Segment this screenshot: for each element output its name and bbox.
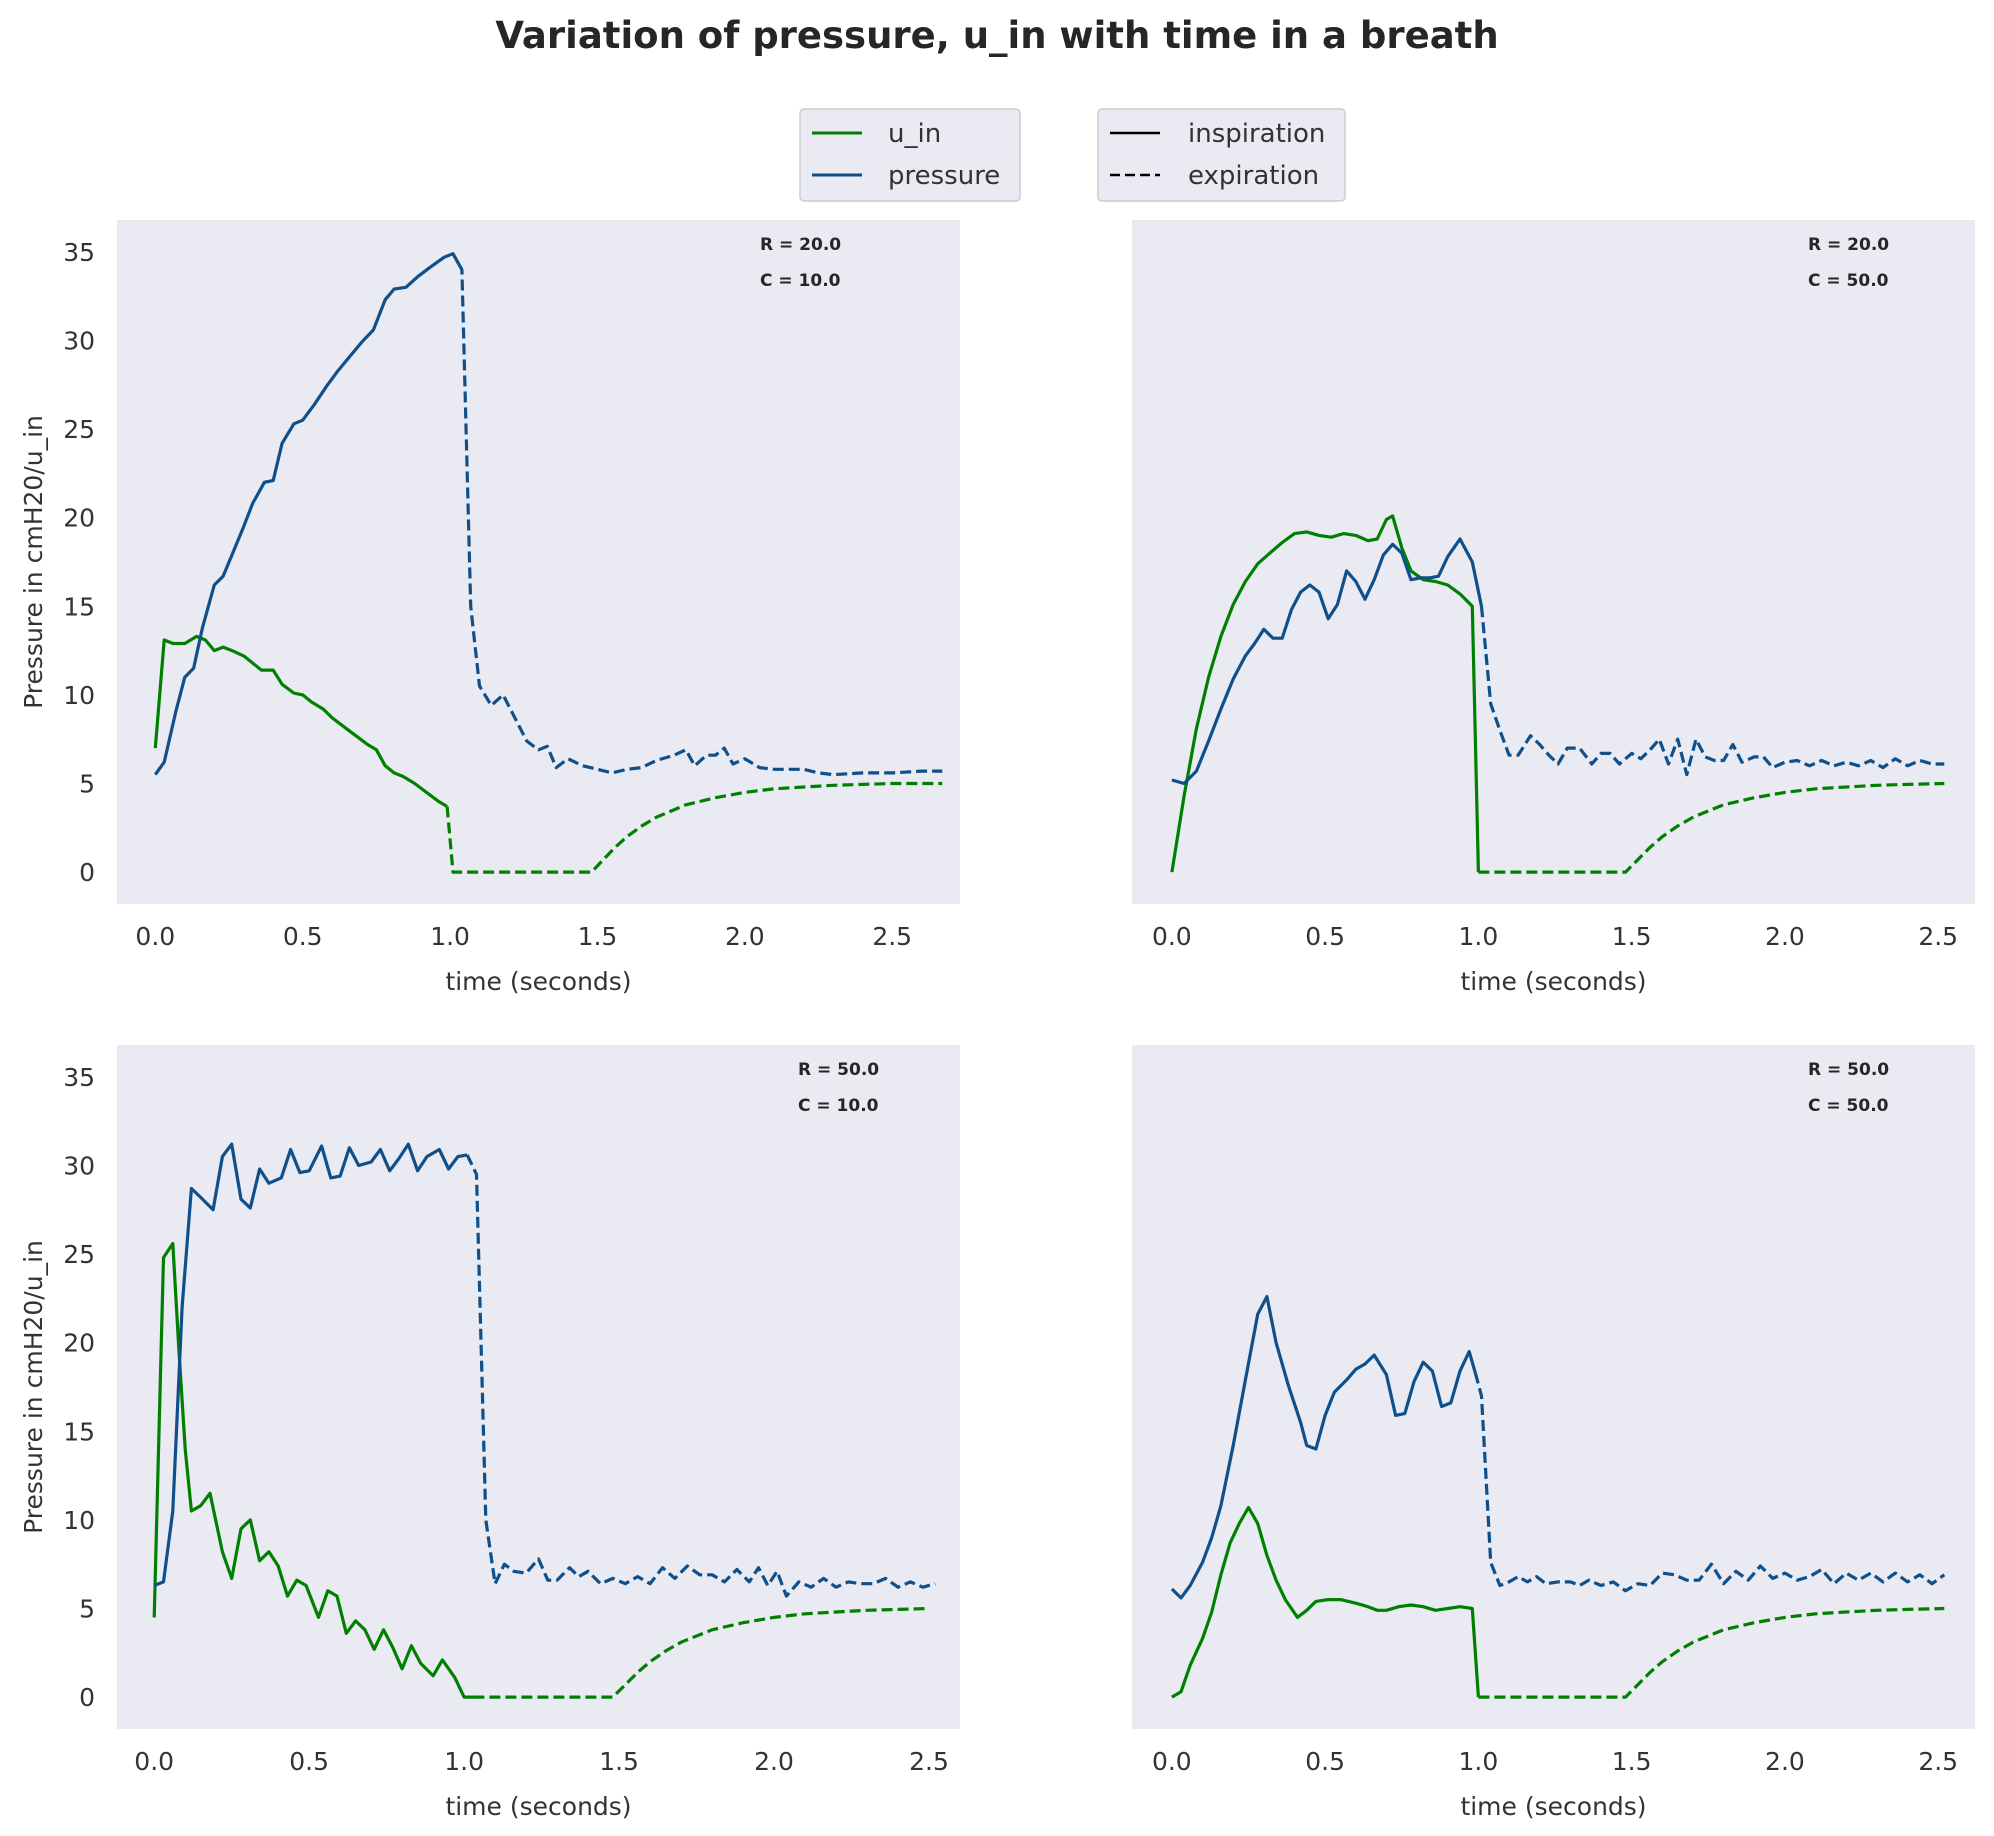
series-pressure-inspiration	[154, 252, 461, 776]
y-tick-label: 5	[79, 770, 95, 799]
y-tick-label: 15	[63, 1417, 95, 1446]
y-tick-label: 35	[63, 1063, 95, 1092]
y-tick-label: 30	[63, 326, 95, 355]
subplot-1: 0.0 0.5 1.0 1.5 2.0 2.5 0 5 10 15 20 25 30 35 time (se…	[19, 220, 960, 996]
y-tick-label: 20	[63, 504, 95, 533]
annotation-c: C = 50.0	[1808, 271, 1889, 291]
x-tick-label: 2.5	[909, 1747, 949, 1776]
x-tick-label: 0.5	[1305, 922, 1345, 951]
legend-phase: inspiration expiration	[1097, 108, 1346, 202]
legend-series: u_in pressure	[799, 108, 1021, 202]
x-tick-label: 0.0	[1152, 922, 1192, 951]
x-tick-label: 2.0	[1765, 1747, 1805, 1776]
subplot-4: 0.0 0.5 1.0 1.5 2.0 2.5 time (seconds) R = 50.0…	[1132, 1045, 1975, 1821]
y-tick-label: 15	[63, 592, 95, 621]
x-tick-label: 1.5	[1612, 922, 1652, 951]
legend-label-expiration: expiration	[1188, 161, 1319, 191]
y-tick-label: 10	[63, 1506, 95, 1535]
plot-area	[117, 1045, 960, 1729]
x-tick-label: 0.0	[134, 1747, 174, 1776]
series-pressure-inspiration	[1170, 1295, 1477, 1600]
x-tick-label: 2.5	[1918, 922, 1958, 951]
subplot-2: 0.0 0.5 1.0 1.5 2.0 2.5 time (seconds) R = 20.0…	[1132, 220, 1975, 996]
annotation-r: R = 50.0	[798, 1060, 879, 1080]
legend-label-u_in: u_in	[888, 119, 941, 149]
y-tick-label: 5	[79, 1595, 95, 1624]
legend-label-inspiration: inspiration	[1188, 119, 1325, 149]
x-tick-label: 1.0	[1459, 922, 1499, 951]
series-pressure-expiration	[457, 263, 943, 777]
x-tick-label: 0.5	[289, 1747, 329, 1776]
plot-area	[1132, 1045, 1975, 1729]
x-tick-label: 1.5	[1612, 1747, 1652, 1776]
series-pressure-expiration	[465, 1154, 936, 1598]
x-tick-label: 1.0	[444, 1747, 484, 1776]
subplots: 0.0 0.5 1.0 1.5 2.0 2.5 0 5 10 15 20 25 30 35 time (se…	[19, 220, 1975, 1821]
annotation-r: R = 20.0	[1808, 235, 1889, 255]
x-tick-label: 2.0	[1765, 922, 1805, 951]
y-tick-label: 0	[79, 1683, 95, 1712]
plot-area	[117, 220, 960, 904]
x-axis-label: time (seconds)	[1460, 967, 1646, 996]
plot-area	[1132, 220, 1975, 904]
series-u_in-inspiration	[152, 1241, 474, 1699]
y-axis-label: Pressure in cmH20/u_in	[19, 1240, 48, 1534]
y-tick-label: 25	[63, 1240, 95, 1269]
x-axis-label: time (seconds)	[1460, 1792, 1646, 1821]
x-tick-label: 2.5	[872, 922, 912, 951]
annotation-c: C = 10.0	[760, 271, 841, 291]
annotation-r: R = 50.0	[1808, 1060, 1889, 1080]
x-tick-label: 0.5	[1305, 1747, 1345, 1776]
x-axis-label: time (seconds)	[445, 1792, 631, 1821]
x-tick-label: 0.5	[283, 922, 323, 951]
x-tick-label: 0.0	[1152, 1747, 1192, 1776]
series-u_in-expiration	[445, 781, 943, 874]
x-tick-label: 1.5	[599, 1747, 639, 1776]
x-tick-label: 2.0	[725, 922, 765, 951]
y-tick-label: 35	[63, 238, 95, 267]
series-u_in-expiration	[473, 1606, 930, 1699]
y-axis-label: Pressure in cmH20/u_in	[19, 415, 48, 709]
annotation-c: C = 10.0	[798, 1096, 879, 1116]
x-tick-label: 2.5	[1918, 1747, 1958, 1776]
x-axis-label: time (seconds)	[445, 967, 631, 996]
series-u_in-inspiration	[1171, 1505, 1480, 1699]
figure-title: Variation of pressure, u_in with time in…	[495, 14, 1498, 57]
legend-label-pressure: pressure	[888, 161, 1000, 191]
x-tick-label: 2.0	[754, 1747, 794, 1776]
x-tick-label: 1.0	[430, 922, 470, 951]
series-pressure-expiration	[1479, 606, 1945, 777]
y-tick-label: 0	[79, 858, 95, 887]
annotation-c: C = 50.0	[1808, 1096, 1889, 1116]
series-u_in-inspiration	[153, 634, 448, 808]
annotation-r: R = 20.0	[760, 235, 841, 255]
series-u_in-expiration	[1478, 781, 1945, 874]
y-tick-label: 25	[63, 415, 95, 444]
series-pressure-inspiration	[1171, 537, 1484, 786]
subplot-3: 0.0 0.5 1.0 1.5 2.0 2.5 0 5 10 15 20 25 30 35 time (se…	[19, 1045, 960, 1821]
y-tick-label: 10	[63, 681, 95, 710]
x-tick-label: 0.0	[135, 922, 175, 951]
y-tick-label: 30	[63, 1151, 95, 1180]
x-tick-label: 1.0	[1459, 1747, 1499, 1776]
x-tick-label: 1.5	[578, 922, 618, 951]
series-u_in-inspiration	[1170, 514, 1480, 873]
y-tick-label: 20	[63, 1329, 95, 1358]
series-u_in-expiration	[1478, 1606, 1945, 1699]
series-pressure-inspiration	[153, 1142, 468, 1587]
